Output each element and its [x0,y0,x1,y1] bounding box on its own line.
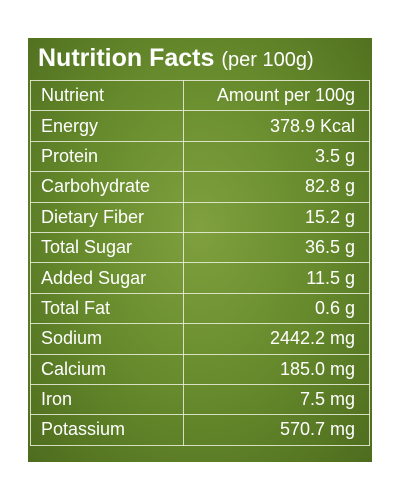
header-row: Nutrient Amount per 100g [30,79,370,112]
nutrient-name: Added Sugar [30,262,184,294]
subtitle: (per 100g) [221,49,314,71]
nutrient-amount: 0.6 g [183,292,370,325]
table-row: Sodium 2442.2 mg [30,323,370,355]
table-row: Carbohydrate 82.8 g [30,171,370,203]
nutrient-amount: 82.8 g [183,171,370,203]
table-row: Potassium 570.7 mg [30,414,370,446]
title: Nutrition Facts [38,44,215,72]
table-row: Total Fat 0.6 g [30,292,370,325]
nutrient-amount: 15.2 g [183,201,370,233]
nutrient-name: Calcium [30,353,184,385]
table-row: Added Sugar 11.5 g [30,262,370,294]
nutrient-name: Carbohydrate [30,171,184,203]
title-row: Nutrition Facts (per 100g) [38,44,314,73]
nutrient-amount: 570.7 mg [183,414,370,446]
table-row: Energy 378.9 Kcal [30,110,370,142]
table-body: Nutrient Amount per 100g Energy 378.9 Kcal P… [30,79,370,446]
nutrition-table: Nutrient Amount per 100g Energy 378.9 Kcal P… [30,79,370,446]
nutrient-name: Sodium [30,323,184,355]
nutrient-amount: 378.9 Kcal [183,110,370,142]
table-row: Total Sugar 36.5 g [30,231,370,264]
nutrition-panel: Nutrition Facts (per 100g) Nutrient Amoun… [28,38,372,462]
column-header: Amount per 100g [183,79,370,112]
column-header: Nutrient [30,79,184,112]
nutrient-amount: 2442.2 mg [183,323,370,355]
nutrient-amount: 11.5 g [183,262,370,294]
nutrient-name: Iron [30,383,184,416]
table-row: Calcium 185.0 mg [30,353,370,385]
nutrient-name: Dietary Fiber [30,201,184,233]
nutrient-amount: 3.5 g [183,140,370,173]
table-row: Iron 7.5 mg [30,383,370,416]
nutrient-name: Energy [30,110,184,142]
nutrient-amount: 36.5 g [183,231,370,264]
table-row: Protein 3.5 g [30,140,370,173]
nutrient-name: Total Sugar [30,231,184,264]
table-row: Dietary Fiber 15.2 g [30,201,370,233]
nutrient-amount: 7.5 mg [183,383,370,416]
nutrient-name: Protein [30,140,184,173]
nutrient-name: Potassium [30,414,184,446]
nutrient-amount: 185.0 mg [183,353,370,385]
nutrient-name: Total Fat [30,292,184,325]
